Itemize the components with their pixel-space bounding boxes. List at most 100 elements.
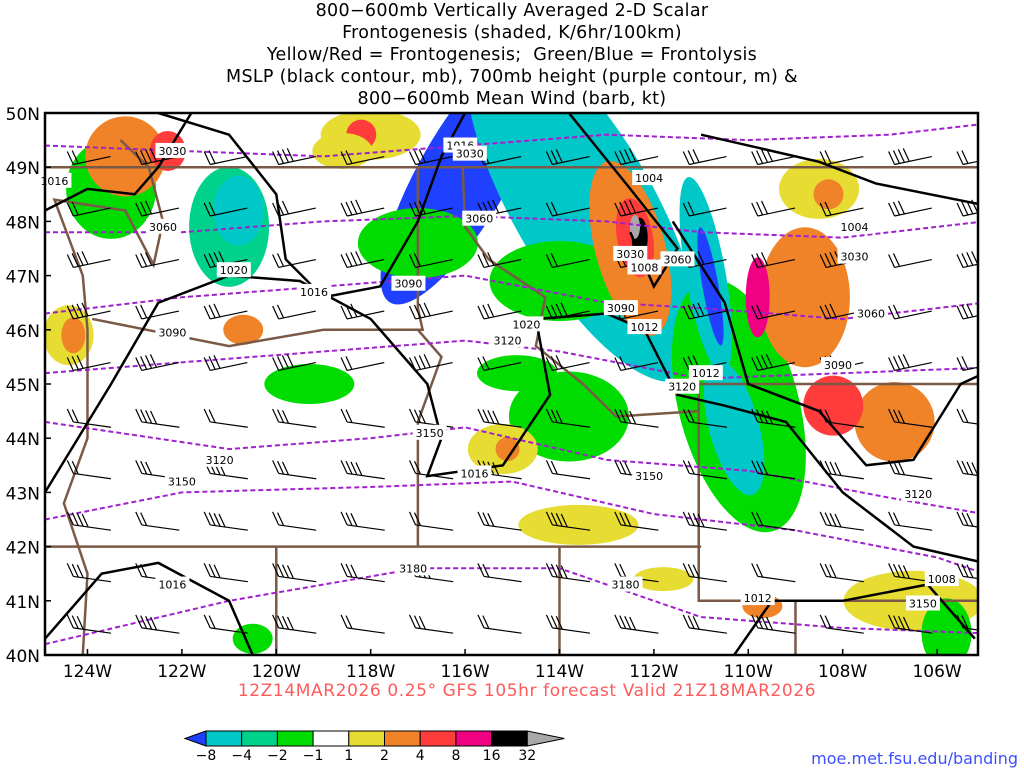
wind-barb [751,511,796,531]
wind-barb [545,460,591,480]
colorbar-swatch [312,730,350,747]
mslp-contour [671,220,978,467]
wind-barb [340,408,385,428]
lat-label: 43N [6,484,40,504]
lon-label: 108W [818,662,867,682]
wind-barb [545,511,591,531]
wind-barb [888,460,933,480]
contour-label-bg [164,473,199,489]
contour-label-bg [837,218,872,234]
lat-label: 41N [6,593,40,613]
contour-label-bg [901,486,936,502]
wind-barb [477,356,522,372]
contour-label: 3090 [394,278,422,291]
map-axes: 50N 49N 48N 47N 46N 45N 44N 43N 42N 41N 40N 124W 122… [6,105,962,682]
wind-barb [956,511,978,528]
wind-barb [614,511,659,531]
contour-label: 3090 [158,327,186,340]
mslp-contour [45,561,254,655]
wind-barb [203,511,248,531]
wind-barb [272,253,316,269]
contour-label: 3090 [824,359,852,372]
contour-label-bg [627,259,662,275]
wind-barb [682,408,727,428]
shade-region [85,116,166,197]
contour-label-bg [660,251,695,267]
colorbar: −8 −4 −2 −1 1 2 4 8 16 32 [183,730,565,764]
height-contour [45,420,978,515]
chart-title: 800−600mb Vertically Averaged 2-D Scalar… [0,0,1024,110]
contour-label-bg [688,365,723,381]
wind-barb [888,200,932,217]
wind-barb [66,408,112,428]
wind-barb [203,150,248,166]
mslp-contour [700,133,978,206]
shade-region [813,179,844,210]
contour-label-bg [627,319,662,335]
contour-label: 1012 [692,367,720,380]
wind-barb [66,614,112,634]
contour-label: 1016 [158,579,186,592]
wind-barb [956,563,978,580]
wind-barb [272,200,316,217]
shade-region [630,214,640,239]
wind-barb [682,563,727,583]
wind-barb [203,563,248,583]
contour-label: 3030 [158,145,186,158]
wind-barb [614,408,659,428]
lat-label: 47N [6,268,40,288]
wind-barb [66,302,111,320]
lon-label: 122W [157,662,206,682]
contour-label-bg [632,170,667,186]
wind-barb [340,303,385,320]
contour-label: 1020 [512,318,540,331]
wind-barb [66,251,111,269]
colorbar-tick-label: −2 [267,748,288,764]
contour-label: 3090 [607,302,635,315]
shade-region [703,359,765,496]
colorbar-tick-label: −4 [231,748,252,764]
wind-barb [135,354,180,372]
lat-label: 48N [6,213,40,233]
wind-barb [272,563,317,583]
contour-label: 3120 [206,454,234,467]
height-contour [45,480,978,573]
wind-barb [340,563,385,583]
colorbar-swatch [205,730,243,747]
wind-barb [545,253,590,269]
contour-label: 1004 [635,172,663,185]
contour-label: 3030 [616,248,644,261]
wind-barb [956,199,978,217]
wind-barb [614,356,659,372]
wy-border [697,384,978,603]
wind-barb [888,614,933,634]
height-contour [45,123,978,158]
colorbar-tick-label: 2 [380,748,389,764]
contour-label-bg [462,210,497,226]
lat-label: 45N [6,376,40,396]
shade-region [803,375,864,436]
wind-barb [751,252,796,269]
wind-barb [819,563,864,583]
title-line-4: MSLP (black contour, mb), 700mb height (… [226,67,798,87]
contour-label: 1008 [928,573,956,586]
lon-label: 106W [912,662,961,682]
height-contour [45,214,978,239]
lon-label: 124W [63,662,112,682]
contour-label: 3060 [149,221,177,234]
wind-barb [408,408,454,428]
lat-label: 49N [6,159,40,179]
contour-label-bg [155,142,190,158]
credit-link[interactable]: moe.met.fsu.edu/banding [811,749,1018,768]
lat-label: 40N [6,647,40,667]
shade-region [495,437,520,462]
wind-barb [819,511,864,531]
shade-region [759,227,850,368]
wind-barb [956,251,978,269]
wind-barb [135,614,180,634]
wind-barb [682,149,727,166]
wind-barb [408,511,454,531]
wind-barb [614,614,659,634]
title-line-1: 800−600mb Vertically Averaged 2-D Scalar [315,1,709,21]
